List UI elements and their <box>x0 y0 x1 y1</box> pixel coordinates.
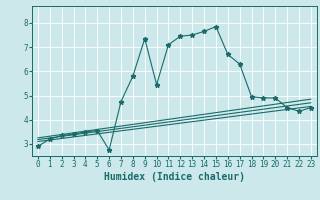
X-axis label: Humidex (Indice chaleur): Humidex (Indice chaleur) <box>104 172 245 182</box>
